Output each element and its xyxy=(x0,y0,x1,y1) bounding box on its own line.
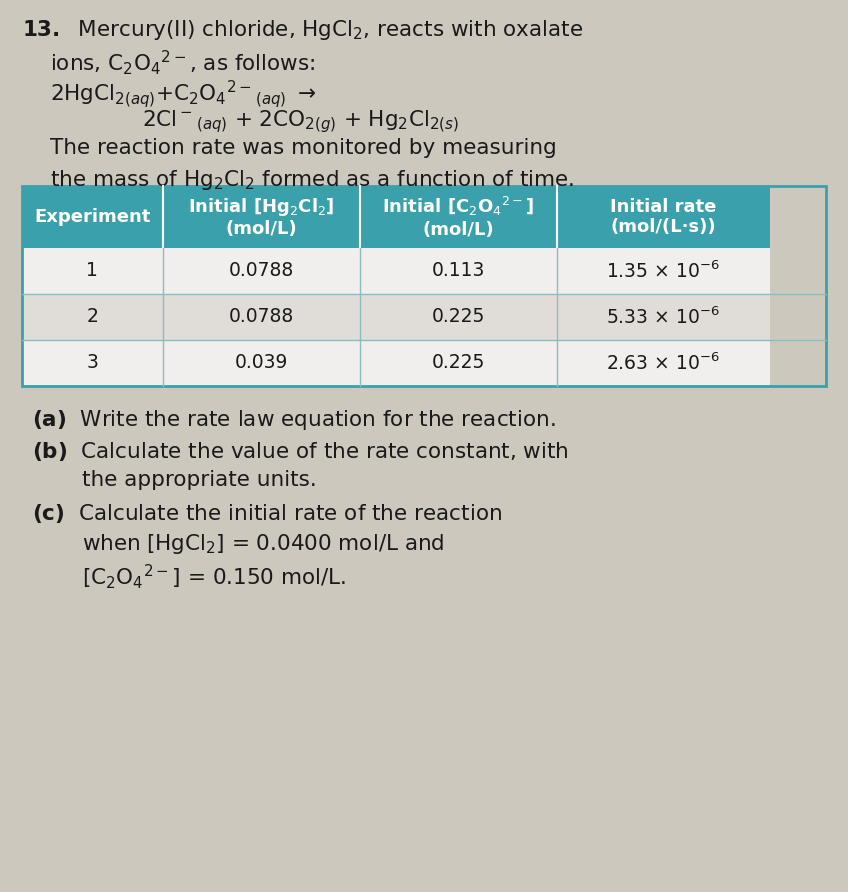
Bar xyxy=(163,186,360,248)
Bar xyxy=(22,248,163,294)
Text: [C$_2$O$_4$$^{2-}$] = 0.150 mol/L.: [C$_2$O$_4$$^{2-}$] = 0.150 mol/L. xyxy=(82,562,346,591)
Text: 2.63 × 10$^{-6}$: 2.63 × 10$^{-6}$ xyxy=(606,352,720,374)
Text: 1: 1 xyxy=(86,261,98,280)
Bar xyxy=(360,248,556,294)
Text: the appropriate units.: the appropriate units. xyxy=(82,470,317,490)
Text: 1.35 × 10$^{-6}$: 1.35 × 10$^{-6}$ xyxy=(606,260,720,282)
Text: Initial rate
(mol/(L·s)): Initial rate (mol/(L·s)) xyxy=(610,198,717,236)
Bar xyxy=(163,294,360,340)
Bar xyxy=(556,340,770,386)
Bar xyxy=(22,186,826,386)
Text: 0.039: 0.039 xyxy=(235,353,287,373)
Bar xyxy=(360,294,556,340)
Text: 2Cl$^-$$_{(aq)}$ + 2CO$_{2(g)}$ + Hg$_2$Cl$_{2(s)}$: 2Cl$^-$$_{(aq)}$ + 2CO$_{2(g)}$ + Hg$_2$… xyxy=(142,108,459,135)
Text: 5.33 × 10$^{-6}$: 5.33 × 10$^{-6}$ xyxy=(606,306,720,327)
Text: when [HgCl$_2$] = 0.0400 mol/L and: when [HgCl$_2$] = 0.0400 mol/L and xyxy=(82,532,444,556)
Bar xyxy=(22,340,163,386)
Text: ions, C$_2$O$_4$$^{2-}$, as follows:: ions, C$_2$O$_4$$^{2-}$, as follows: xyxy=(50,48,315,77)
Text: Initial [Hg$_2$Cl$_2$]
(mol/L): Initial [Hg$_2$Cl$_2$] (mol/L) xyxy=(188,195,334,238)
Text: $\mathbf{(a)}$  Write the rate law equation for the reaction.: $\mathbf{(a)}$ Write the rate law equati… xyxy=(32,408,555,432)
Bar xyxy=(163,248,360,294)
Bar xyxy=(360,186,556,248)
Text: $\mathbf{(b)}$  Calculate the value of the rate constant, with: $\mathbf{(b)}$ Calculate the value of th… xyxy=(32,440,569,463)
Text: 0.225: 0.225 xyxy=(432,353,485,373)
Text: 0.225: 0.225 xyxy=(432,308,485,326)
Text: the mass of Hg$_2$Cl$_2$ formed as a function of time.: the mass of Hg$_2$Cl$_2$ formed as a fun… xyxy=(50,168,574,192)
Text: 0.0788: 0.0788 xyxy=(229,261,293,280)
Text: Experiment: Experiment xyxy=(34,208,151,226)
Text: 0.113: 0.113 xyxy=(432,261,485,280)
Bar xyxy=(556,294,770,340)
Bar xyxy=(163,340,360,386)
Bar xyxy=(22,186,163,248)
Text: $\mathbf{13.}$  Mercury(II) chloride, HgCl$_2$, reacts with oxalate: $\mathbf{13.}$ Mercury(II) chloride, HgC… xyxy=(22,18,583,42)
Text: 3: 3 xyxy=(86,353,98,373)
Bar xyxy=(556,248,770,294)
Text: 2: 2 xyxy=(86,308,98,326)
Text: 0.0788: 0.0788 xyxy=(229,308,293,326)
Text: 2HgCl$_{2(aq)}$+C$_2$O$_4$$^{2-}$$_{(aq)}$ $\rightarrow$: 2HgCl$_{2(aq)}$+C$_2$O$_4$$^{2-}$$_{(aq)… xyxy=(50,78,316,110)
Bar xyxy=(360,340,556,386)
Bar xyxy=(556,186,770,248)
Bar xyxy=(22,294,163,340)
Text: The reaction rate was monitored by measuring: The reaction rate was monitored by measu… xyxy=(50,138,557,158)
Text: Initial [C$_2$O$_4$$^{2-}$]
(mol/L): Initial [C$_2$O$_4$$^{2-}$] (mol/L) xyxy=(382,195,534,239)
Text: $\mathbf{(c)}$  Calculate the initial rate of the reaction: $\mathbf{(c)}$ Calculate the initial rat… xyxy=(32,502,502,525)
